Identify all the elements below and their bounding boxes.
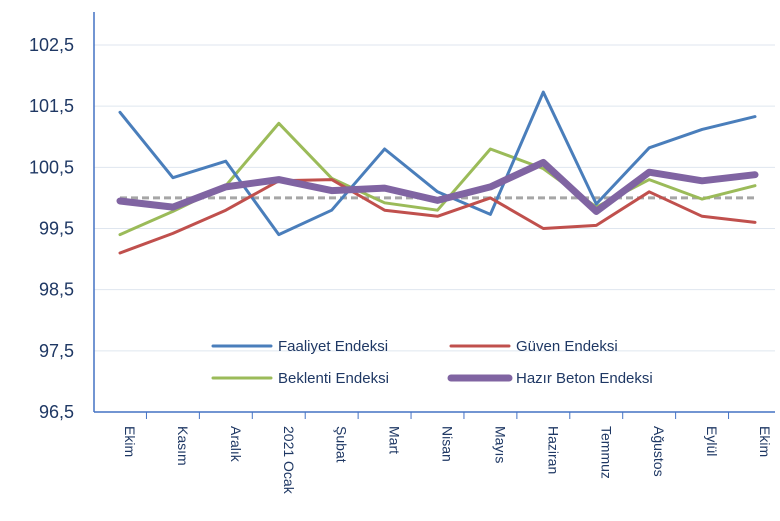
legend-label: Hazır Beton Endeksi xyxy=(516,370,653,387)
legend-label: Beklenti Endeksi xyxy=(278,370,389,387)
series-line-hazir-beton-endeksi xyxy=(116,158,759,215)
series-lines xyxy=(116,90,759,255)
x-tick-label: Eylül xyxy=(704,426,720,456)
x-tick-label: Aralık xyxy=(228,426,244,463)
x-tick-label: Mart xyxy=(387,426,403,454)
series-line-guven-endeksi xyxy=(118,178,757,255)
y-tick-label: 96,5 xyxy=(39,402,74,422)
x-tick-label: Haziran xyxy=(545,426,561,474)
y-tick-label: 98,5 xyxy=(39,280,74,300)
x-tick-label: Nisan xyxy=(440,426,456,462)
y-tick-label: 101,5 xyxy=(29,96,74,116)
legend: Faaliyet Endeksi Güven Endeksi Beklenti En… xyxy=(211,338,653,387)
series-line-faaliyet-endeksi xyxy=(118,90,757,237)
x-axis-tick-marks xyxy=(145,412,730,419)
y-tick-label: 99,5 xyxy=(39,219,74,239)
x-tick-label: Ekim xyxy=(757,426,773,457)
legend-label: Faaliyet Endeksi xyxy=(278,338,388,355)
y-axis-tick-labels: 96,5 97,5 98,5 99,5 100,5 101,5 102,5 xyxy=(29,35,74,422)
x-tick-label: Kasım xyxy=(175,426,191,466)
x-tick-label: Mayıs xyxy=(492,426,508,463)
x-tick-label: Şubat xyxy=(334,426,350,463)
x-tick-label: 2021 Ocak xyxy=(281,426,297,495)
series-line-beklenti-endeksi xyxy=(118,121,757,237)
legend-label: Güven Endeksi xyxy=(516,338,618,355)
x-tick-label: Ağustos xyxy=(651,426,667,477)
y-tick-label: 97,5 xyxy=(39,341,74,361)
x-axis-tick-labels: Ekim Kasım Aralık 2021 Ocak Şubat Mart Nisan Ma… xyxy=(122,426,773,495)
y-tick-label: 102,5 xyxy=(29,35,74,55)
x-tick-label: Temmuz xyxy=(598,426,614,479)
y-tick-label: 100,5 xyxy=(29,157,74,177)
x-tick-label: Ekim xyxy=(122,426,138,457)
